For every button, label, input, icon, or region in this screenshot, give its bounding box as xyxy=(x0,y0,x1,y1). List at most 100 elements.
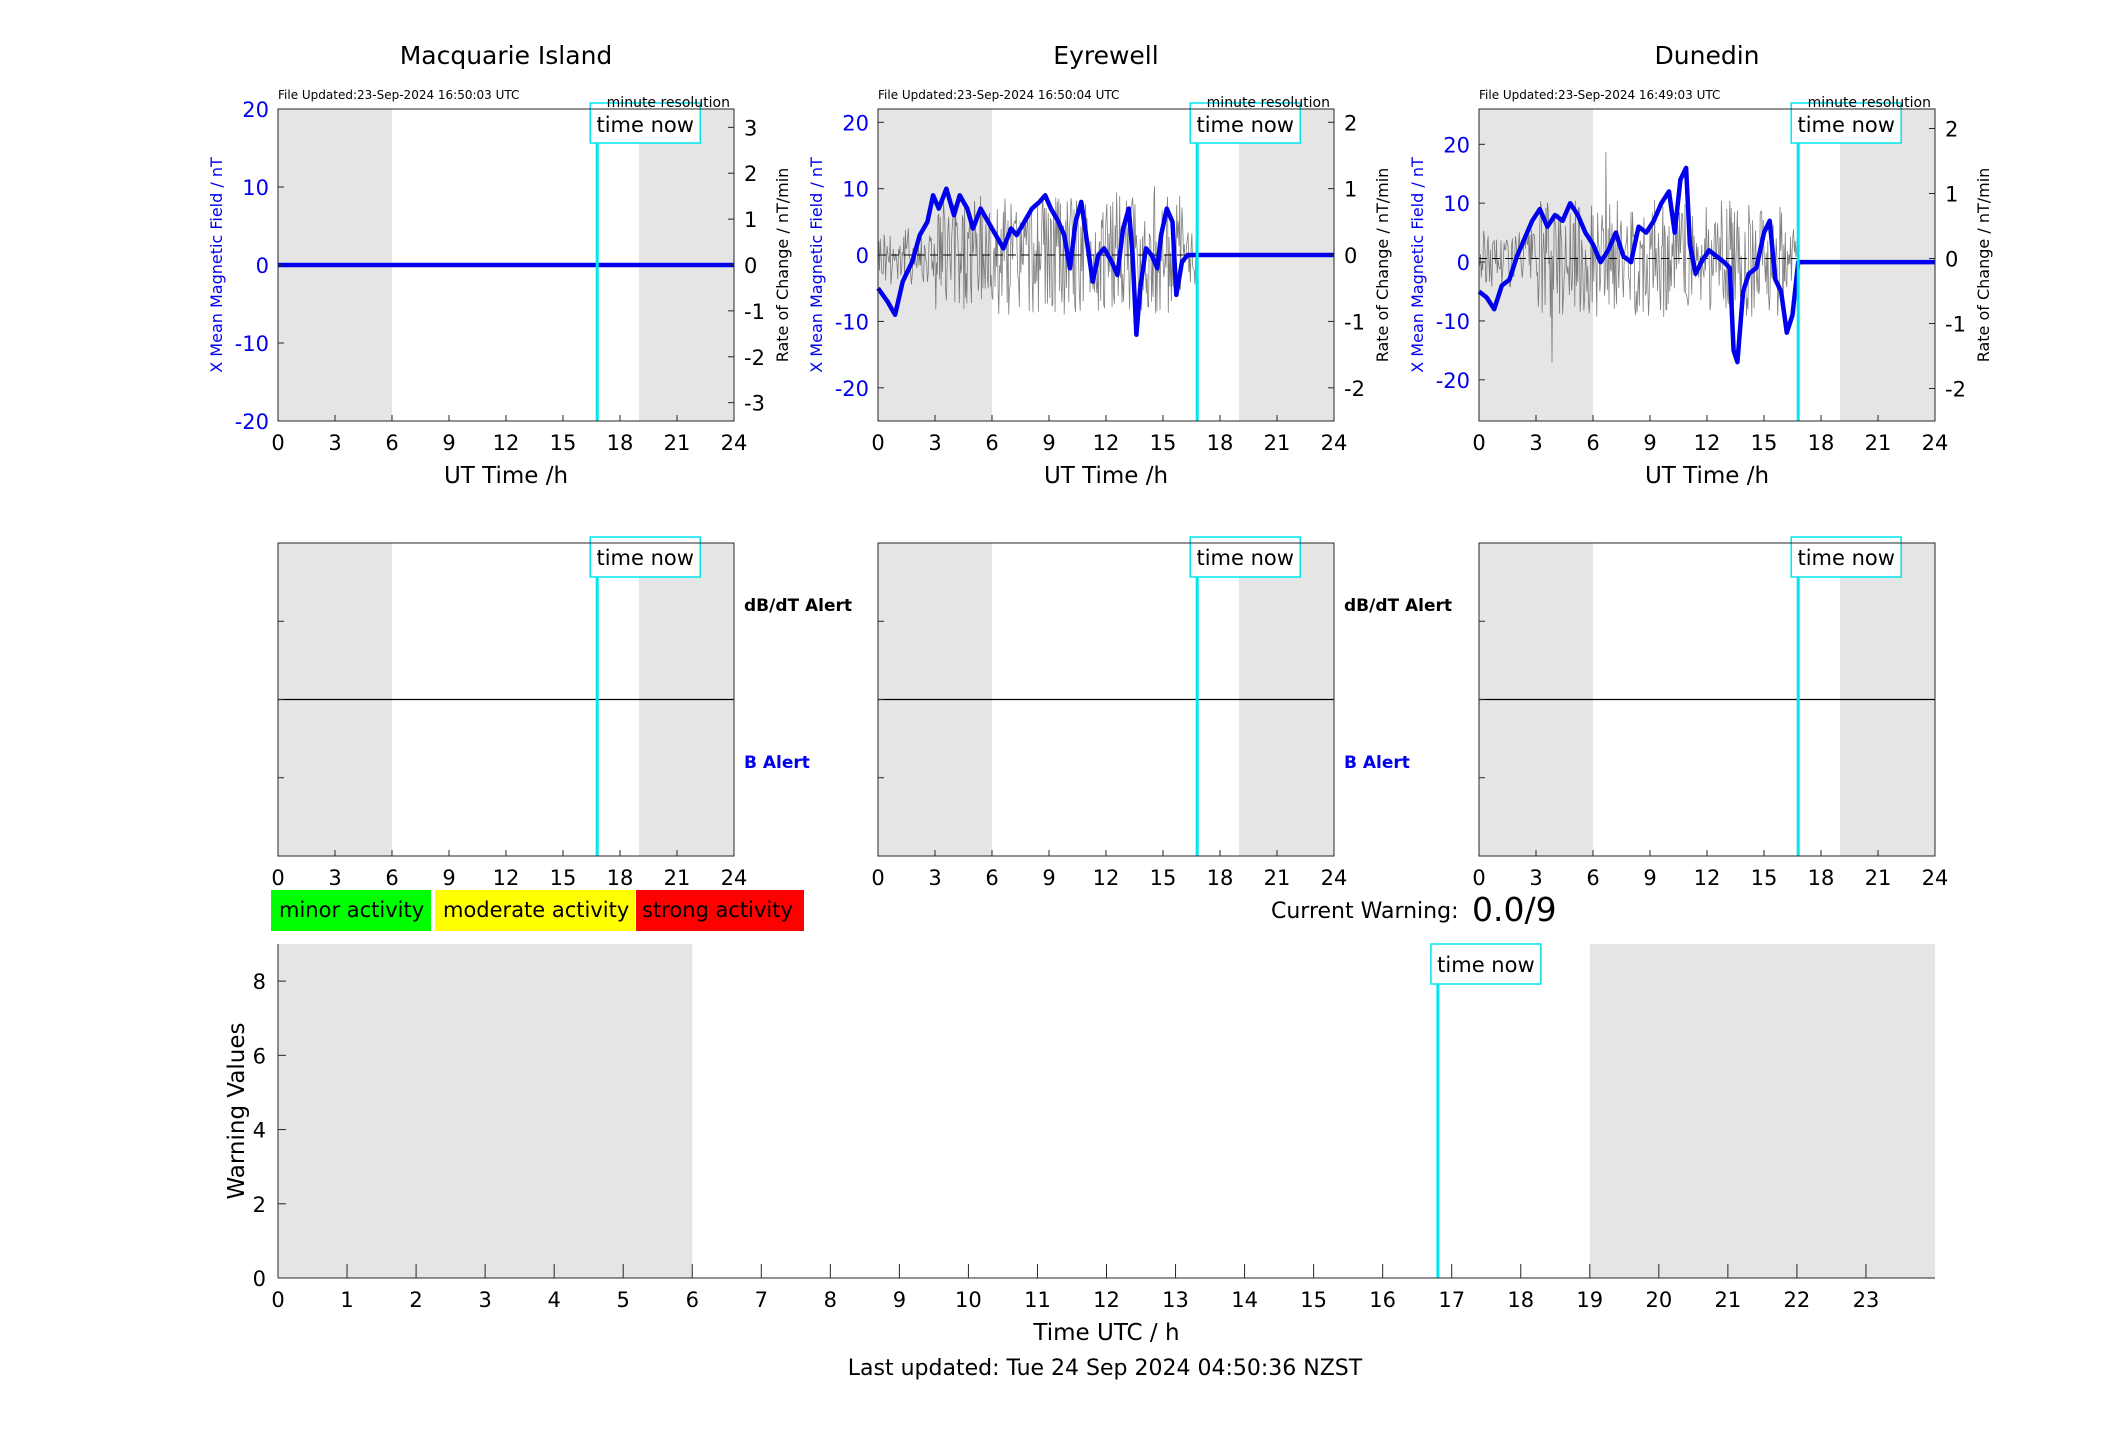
alert-x-tick-label: 6 xyxy=(1586,866,1599,890)
warning-x-tick-label: 2 xyxy=(409,1288,422,1312)
x-tick-label: 0 xyxy=(871,431,884,455)
left-tick-label: 0 xyxy=(1457,251,1470,275)
right-tick-label: 2 xyxy=(1945,118,1958,142)
warning-x-tick-label: 16 xyxy=(1369,1288,1396,1312)
alert-x-tick-label: 12 xyxy=(1694,866,1721,890)
left-tick-label: -10 xyxy=(1436,310,1470,334)
warning-x-tick-label: 3 xyxy=(478,1288,491,1312)
right-axis-label: Rate of Change / nT/min xyxy=(773,168,792,363)
right-tick-label: -2 xyxy=(1945,378,1966,402)
x-tick-label: 6 xyxy=(385,431,398,455)
right-tick-label: 2 xyxy=(1344,111,1357,135)
current-warning-value: 0.0/9 xyxy=(1472,890,1557,929)
alert-time-now-box xyxy=(1790,536,1902,578)
file-updated-text: File Updated:23-Sep-2024 16:50:03 UTC xyxy=(278,88,519,102)
station-title: Eyrewell xyxy=(1053,41,1158,70)
warning-time-now-label: time now xyxy=(1437,953,1534,977)
right-tick-label: 1 xyxy=(1344,178,1357,202)
right-tick-label: -1 xyxy=(1344,310,1365,334)
current-warning-label: Current Warning: xyxy=(1271,899,1458,924)
x-tick-label: 12 xyxy=(1694,431,1721,455)
alert-x-tick-label: 6 xyxy=(985,866,998,890)
warning-x-tick-label: 14 xyxy=(1231,1288,1258,1312)
warning-x-tick-label: 15 xyxy=(1300,1288,1327,1312)
legend-strong-label: strong activity xyxy=(642,898,793,922)
alert-x-tick-label: 3 xyxy=(928,866,941,890)
right-tick-label: -2 xyxy=(744,346,765,370)
alert-x-tick-label: 3 xyxy=(328,866,341,890)
warning-x-tick-label: 18 xyxy=(1507,1288,1534,1312)
warning-x-tick-label: 1 xyxy=(340,1288,353,1312)
alert-x-tick-label: 9 xyxy=(1643,866,1656,890)
alert-x-tick-label: 15 xyxy=(550,866,577,890)
alert-x-tick-label: 24 xyxy=(1321,866,1348,890)
x-tick-label: 24 xyxy=(1922,431,1949,455)
x-tick-label: 15 xyxy=(1150,431,1177,455)
warning-y-tick-label: 8 xyxy=(253,970,266,994)
warning-y-tick-label: 0 xyxy=(253,1267,266,1291)
alert-time-now-label: time now xyxy=(1196,546,1293,570)
right-axis-label: Rate of Change / nT/min xyxy=(1373,168,1392,363)
dbdt-alert-label: dB/dT Alert xyxy=(1344,596,1452,616)
warning-x-tick-label: 21 xyxy=(1715,1288,1742,1312)
warning-night-shade xyxy=(278,944,693,1278)
left-tick-label: 10 xyxy=(242,176,269,200)
x-axis-label: UT Time /h xyxy=(1645,463,1769,489)
legend-moderate-label: moderate activity xyxy=(443,898,629,922)
warning-x-tick-label: 4 xyxy=(547,1288,560,1312)
left-tick-label: 10 xyxy=(1443,192,1470,216)
right-tick-label: 0 xyxy=(744,254,757,278)
warning-y-axis-label: Warning Values xyxy=(224,1022,250,1199)
x-tick-label: 12 xyxy=(493,431,520,455)
resolution-text: minute resolution xyxy=(1808,95,1931,111)
warning-x-axis-label: Time UTC / h xyxy=(1032,1320,1179,1346)
warning-y-tick-label: 2 xyxy=(253,1193,266,1217)
night-shade xyxy=(1840,109,1935,421)
warning-x-tick-label: 0 xyxy=(271,1288,284,1312)
alert-x-tick-label: 21 xyxy=(664,866,691,890)
x-axis-label: UT Time /h xyxy=(444,463,568,489)
right-tick-label: -1 xyxy=(1945,313,1966,337)
alert-time-now-label: time now xyxy=(596,546,693,570)
station-title: Dunedin xyxy=(1655,41,1760,70)
legend-moderate-swatch xyxy=(435,890,635,931)
alert-time-now-box xyxy=(1189,536,1301,578)
night-shade xyxy=(1239,109,1334,421)
mean-field-line xyxy=(876,186,1334,337)
legend-minor-swatch xyxy=(271,890,431,931)
x-tick-label: 3 xyxy=(928,431,941,455)
station-panel-2: Eyrewell time now File Updated:23-Sep-2024… xyxy=(807,41,1452,890)
x-tick-label: 15 xyxy=(550,431,577,455)
legend-minor-label: minor activity xyxy=(279,898,424,922)
time-now-label: time now xyxy=(596,113,693,137)
resolution-text: minute resolution xyxy=(607,95,730,111)
alert-x-tick-label: 24 xyxy=(1922,866,1949,890)
warning-x-tick-label: 8 xyxy=(824,1288,837,1312)
file-updated-text: File Updated:23-Sep-2024 16:49:03 UTC xyxy=(1479,88,1720,102)
b-alert-label: B Alert xyxy=(1344,753,1410,773)
alert-time-now-label: time now xyxy=(1797,546,1894,570)
warning-x-tick-label: 5 xyxy=(617,1288,630,1312)
x-axis-label: UT Time /h xyxy=(1044,463,1168,489)
right-tick-label: 2 xyxy=(744,162,757,186)
x-tick-label: 0 xyxy=(271,431,284,455)
activity-legend: minor activity moderate activity strong … xyxy=(271,890,804,931)
right-tick-label: -2 xyxy=(1344,377,1365,401)
mean-field-line xyxy=(1477,165,1935,365)
warning-x-tick-label: 19 xyxy=(1576,1288,1603,1312)
x-tick-label: 0 xyxy=(1472,431,1485,455)
time-now-label: time now xyxy=(1797,113,1894,137)
right-tick-label: -3 xyxy=(744,392,765,416)
alert-x-tick-label: 15 xyxy=(1751,866,1778,890)
x-tick-label: 6 xyxy=(985,431,998,455)
x-tick-label: 18 xyxy=(1207,431,1234,455)
warning-x-tick-label: 7 xyxy=(755,1288,768,1312)
alert-x-tick-label: 9 xyxy=(442,866,455,890)
time-now-box xyxy=(1790,102,1902,144)
left-tick-label: 20 xyxy=(242,98,269,122)
warning-x-tick-label: 20 xyxy=(1645,1288,1672,1312)
file-updated-text: File Updated:23-Sep-2024 16:50:04 UTC xyxy=(878,88,1119,102)
x-tick-label: 21 xyxy=(1264,431,1291,455)
